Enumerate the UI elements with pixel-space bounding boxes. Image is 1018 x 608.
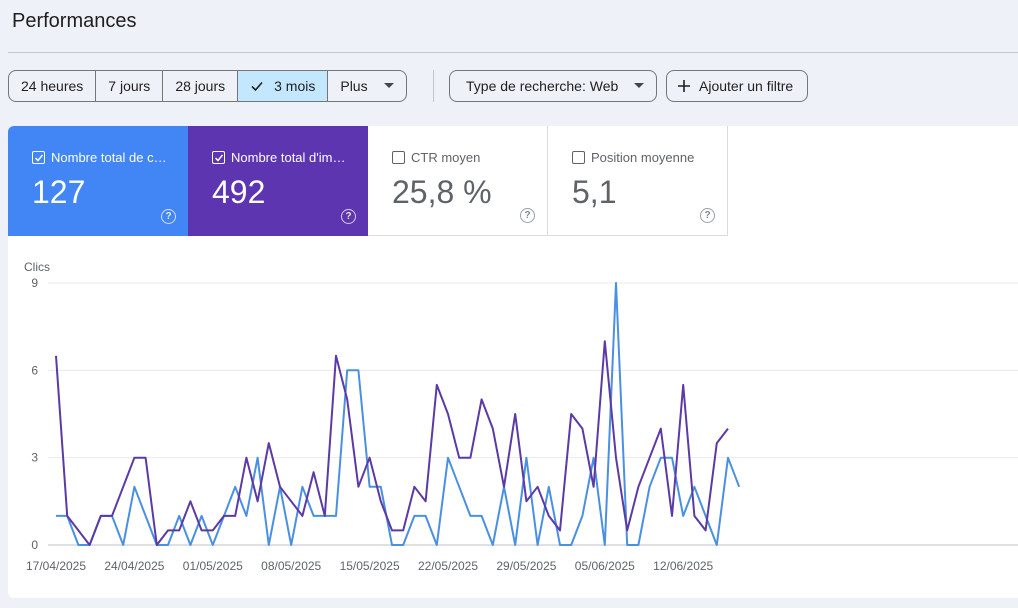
metric-label-row: CTR moyen [392,150,532,165]
range-more-dropdown[interactable]: Plus [328,71,405,101]
performance-chart: Clics 0 3 6 9 17/04/2025 24/04/2025 01/05/202… [24,260,1018,573]
x-tick-label: 08/05/2025 [261,559,321,573]
metric-value: 5,1 [572,174,617,210]
range-label: 28 jours [175,78,226,94]
title-divider [8,52,1018,53]
range-label: 7 jours [108,78,151,94]
caret-down-icon [634,83,645,89]
help-icon[interactable]: ? [520,208,535,223]
check-icon [250,79,264,93]
performance-card: Nombre total de c… 127 ? Nombre total d'… [8,126,1018,598]
metric-label-row: Nombre total d'im… [212,150,352,165]
metric-value: 25,8 % [392,174,492,210]
range-7d-button[interactable]: 7 jours [96,71,164,101]
metric-value: 492 [212,174,266,210]
add-filter-button[interactable]: Ajouter un filtre [666,70,809,102]
toolbar-divider [433,70,434,102]
search-type-label: Type de recherche: Web [466,78,619,94]
metric-label-row: Position moyenne [572,150,712,165]
x-tick-label: 05/06/2025 [575,559,635,573]
x-tick-label: 24/04/2025 [104,559,164,573]
x-axis-ticks: 17/04/2025 24/04/2025 01/05/2025 08/05/2025… [26,559,714,573]
chart-series [55,282,741,546]
help-icon[interactable]: ? [161,209,176,224]
clicks-line [56,282,741,546]
checkbox-checked-icon[interactable] [212,151,225,164]
metric-value: 127 [32,174,86,210]
range-24h-button[interactable]: 24 heures [9,71,97,101]
help-icon[interactable]: ? [700,208,715,223]
y-axis-title: Clics [24,260,50,274]
y-tick-label: 0 [31,538,38,552]
checkbox-unchecked-icon[interactable] [392,151,405,164]
range-label: Plus [340,78,368,94]
plus-icon [677,79,691,93]
checkbox-checked-icon[interactable] [32,151,45,164]
checkbox-unchecked-icon[interactable] [572,151,585,164]
x-tick-label: 01/05/2025 [183,559,243,573]
range-label: 24 heures [21,78,84,94]
metric-label-row: Nombre total de c… [32,150,172,165]
page-title: Performances [12,10,137,32]
metric-card-ctr[interactable]: CTR moyen 25,8 % ? [368,126,548,236]
help-icon[interactable]: ? [341,209,356,224]
x-tick-label: 17/04/2025 [26,559,86,573]
metric-card-clicks[interactable]: Nombre total de c… 127 ? [8,126,188,236]
x-tick-label: 15/05/2025 [340,559,400,573]
y-tick-label: 3 [31,451,38,465]
impressions-line [55,340,729,546]
x-tick-label: 12/06/2025 [653,559,713,573]
y-tick-label: 6 [31,363,38,377]
metric-card-impressions[interactable]: Nombre total d'im… 492 ? [188,126,368,236]
date-range-selector: 24 heures 7 jours 28 jours 3 mois Plus [8,70,407,102]
x-tick-label: 29/05/2025 [496,559,556,573]
range-3m-button[interactable]: 3 mois [238,71,329,101]
y-axis-ticks: 0 3 6 9 [31,276,38,552]
search-type-dropdown[interactable]: Type de recherche: Web [449,70,658,102]
y-tick-label: 9 [31,276,38,290]
add-filter-label: Ajouter un filtre [699,78,794,94]
chart-grid [48,282,1018,546]
caret-down-icon [383,83,394,89]
range-28d-button[interactable]: 28 jours [163,71,239,101]
range-label: 3 mois [274,78,316,94]
x-tick-label: 22/05/2025 [418,559,478,573]
metric-card-position[interactable]: Position moyenne 5,1 ? [548,126,728,236]
